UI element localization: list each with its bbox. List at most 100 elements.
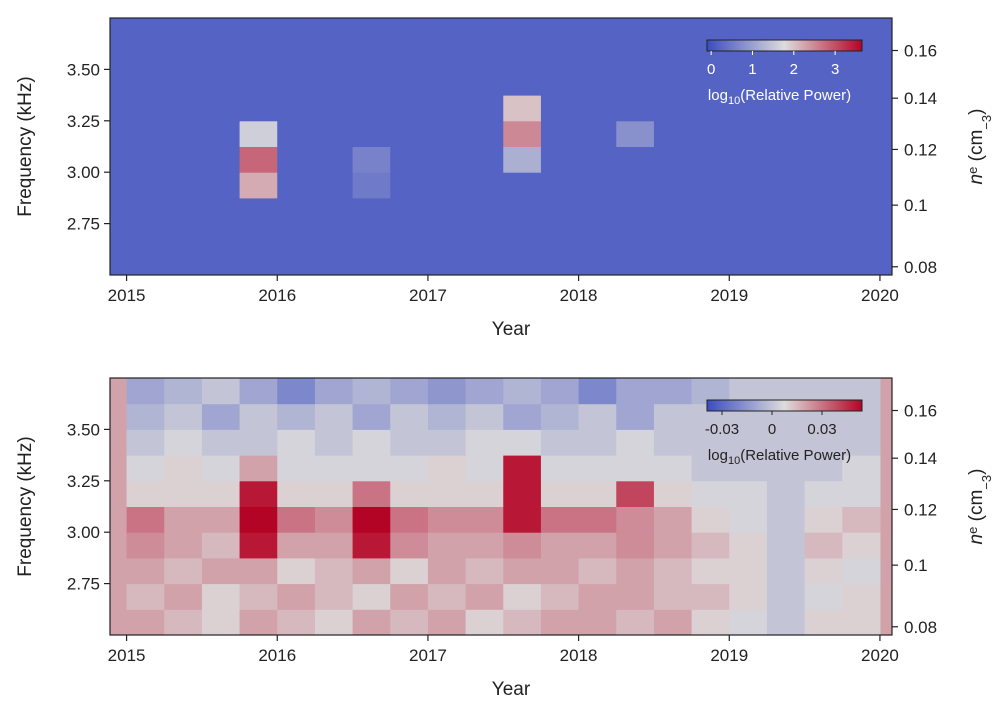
heatmap-cell [352,172,391,199]
heatmap-cell [729,455,768,482]
heatmap-cell [540,480,580,507]
heatmap-cell [314,146,354,173]
heatmap-cell [390,403,429,430]
heatmap-cell [390,197,429,225]
heatmap-cell [239,583,278,610]
heatmap-cell [314,583,354,610]
heatmap-cell [277,378,316,405]
heatmap-cell [540,532,580,559]
heatmap-cell [314,455,354,482]
heatmap-cell [691,480,730,507]
heatmap-cell [578,69,617,96]
heatmap-cell [277,146,316,173]
heatmap-cell [126,532,165,559]
heatmap-cell [804,197,843,225]
heatmap-cell [164,95,203,122]
heatmap-cell [540,43,580,70]
heatmap-cell [201,18,241,45]
heatmap-cell [277,403,316,430]
heatmap-cell [390,506,429,533]
heatmap-cell [427,532,467,559]
y-axis-label: Frequency (kHz) [15,76,36,216]
axes-frame [109,377,893,636]
heatmap-cell [164,172,203,199]
heatmap-cell [503,557,542,585]
heatmap-cell [352,378,391,405]
heatmap-cell [578,146,617,173]
heatmap-cell [578,120,617,147]
heatmap-cell [616,455,655,482]
heatmap-cell [465,403,504,430]
heatmap [110,18,892,275]
heatmap-cell [653,609,693,635]
y2-label-part: n [966,534,987,545]
y2-axis-label: ne (cm−3) [965,109,994,185]
heatmap-cell [201,95,241,122]
x-tick-label: 2019 [710,286,748,305]
heatmap-cell [390,557,429,585]
heatmap-cell [766,429,806,456]
y2-label-part: ) [966,469,987,475]
heatmap-cell [427,197,467,225]
heatmap-cell [804,557,843,585]
heatmap-cell [277,197,316,225]
colorbar-tick-label: 1 [748,61,756,78]
heatmap-cell [503,480,542,507]
heatmap-cell [126,429,165,456]
heatmap-cell [729,146,768,173]
heatmap-cell [842,172,881,199]
heatmap-cell [390,249,429,275]
heatmap-cell [653,429,693,456]
heatmap-cell [616,506,655,533]
heatmap-cell [804,95,843,122]
heatmap-cell [653,146,693,173]
heatmap-cell [465,429,504,456]
heatmap-cell [427,223,467,250]
heatmap-cell [164,506,203,533]
heatmap-cell [201,120,241,147]
heatmap-cell [164,480,203,507]
heatmap-cell [766,557,806,585]
heatmap-cell [314,95,354,122]
heatmap-cell [503,146,542,173]
heatmap-cell [465,506,504,533]
heatmap-cell [503,172,542,199]
colorbar-label-part: log [708,87,728,104]
heatmap-cell [503,378,542,405]
heatmap-cell [503,223,542,250]
heatmap-cell [465,609,504,635]
y2-tick-label: 0.14 [904,89,937,108]
heatmap-cell [465,249,504,275]
heatmap-cell [427,95,467,122]
heatmap-cell [239,403,278,430]
heatmap-cell [427,69,467,96]
heatmap-cell [164,120,203,147]
heatmap-cell [691,69,730,96]
heatmap-cell [503,18,542,45]
heatmap-cell [578,583,617,610]
heatmap-cell [691,506,730,533]
heatmap-cell [427,43,467,70]
heatmap-cell [653,403,693,430]
heatmap-cell [352,557,391,585]
heatmap-cell [578,172,617,199]
heatmap-cell [804,120,843,147]
x-tick-label: 2015 [108,286,146,305]
colorbar-label-part: 10 [728,95,740,107]
heatmap-cell [427,480,467,507]
heatmap-cell [616,95,655,122]
heatmap-cell [540,223,580,250]
heatmap-cell [164,583,203,610]
heatmap-cell [427,146,467,173]
heatmap-cell [427,403,467,430]
heatmap-cell [842,95,881,122]
heatmap-cell [164,609,203,635]
heatmap-cell [164,557,203,585]
y-tick-label: 2.75 [67,575,100,594]
colorbar-label-part: 10 [728,455,740,467]
heatmap-cell [729,532,768,559]
heatmap-cell [842,249,881,275]
heatmap-cell [691,532,730,559]
heatmap-cell [239,43,278,70]
heatmap-cell [503,95,542,122]
